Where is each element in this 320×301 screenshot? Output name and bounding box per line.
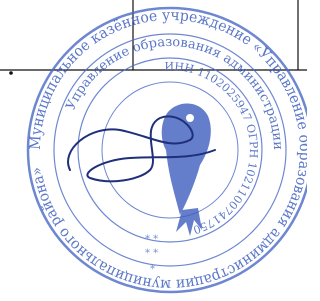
svg-text:*: * — [150, 264, 155, 275]
dot — [9, 71, 13, 75]
stars: * * * * * — [145, 234, 158, 275]
stamp-scan: Муниципальное казённое учреждение «Управ… — [0, 0, 307, 301]
page: Муниципальное казённое учреждение «Управ… — [0, 0, 307, 301]
svg-text:* *: * * — [145, 234, 158, 245]
svg-text:* *: * * — [145, 248, 158, 259]
